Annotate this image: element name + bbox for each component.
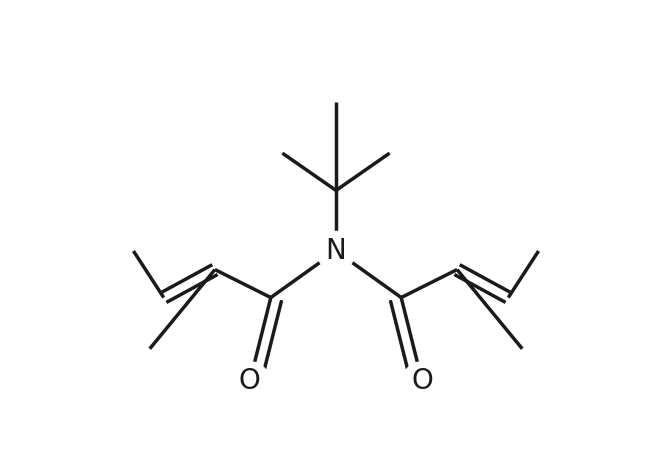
Text: O: O bbox=[239, 367, 261, 395]
Circle shape bbox=[317, 231, 355, 271]
Text: O: O bbox=[411, 367, 433, 395]
Text: N: N bbox=[326, 237, 346, 265]
Circle shape bbox=[403, 362, 442, 401]
Circle shape bbox=[230, 362, 269, 401]
